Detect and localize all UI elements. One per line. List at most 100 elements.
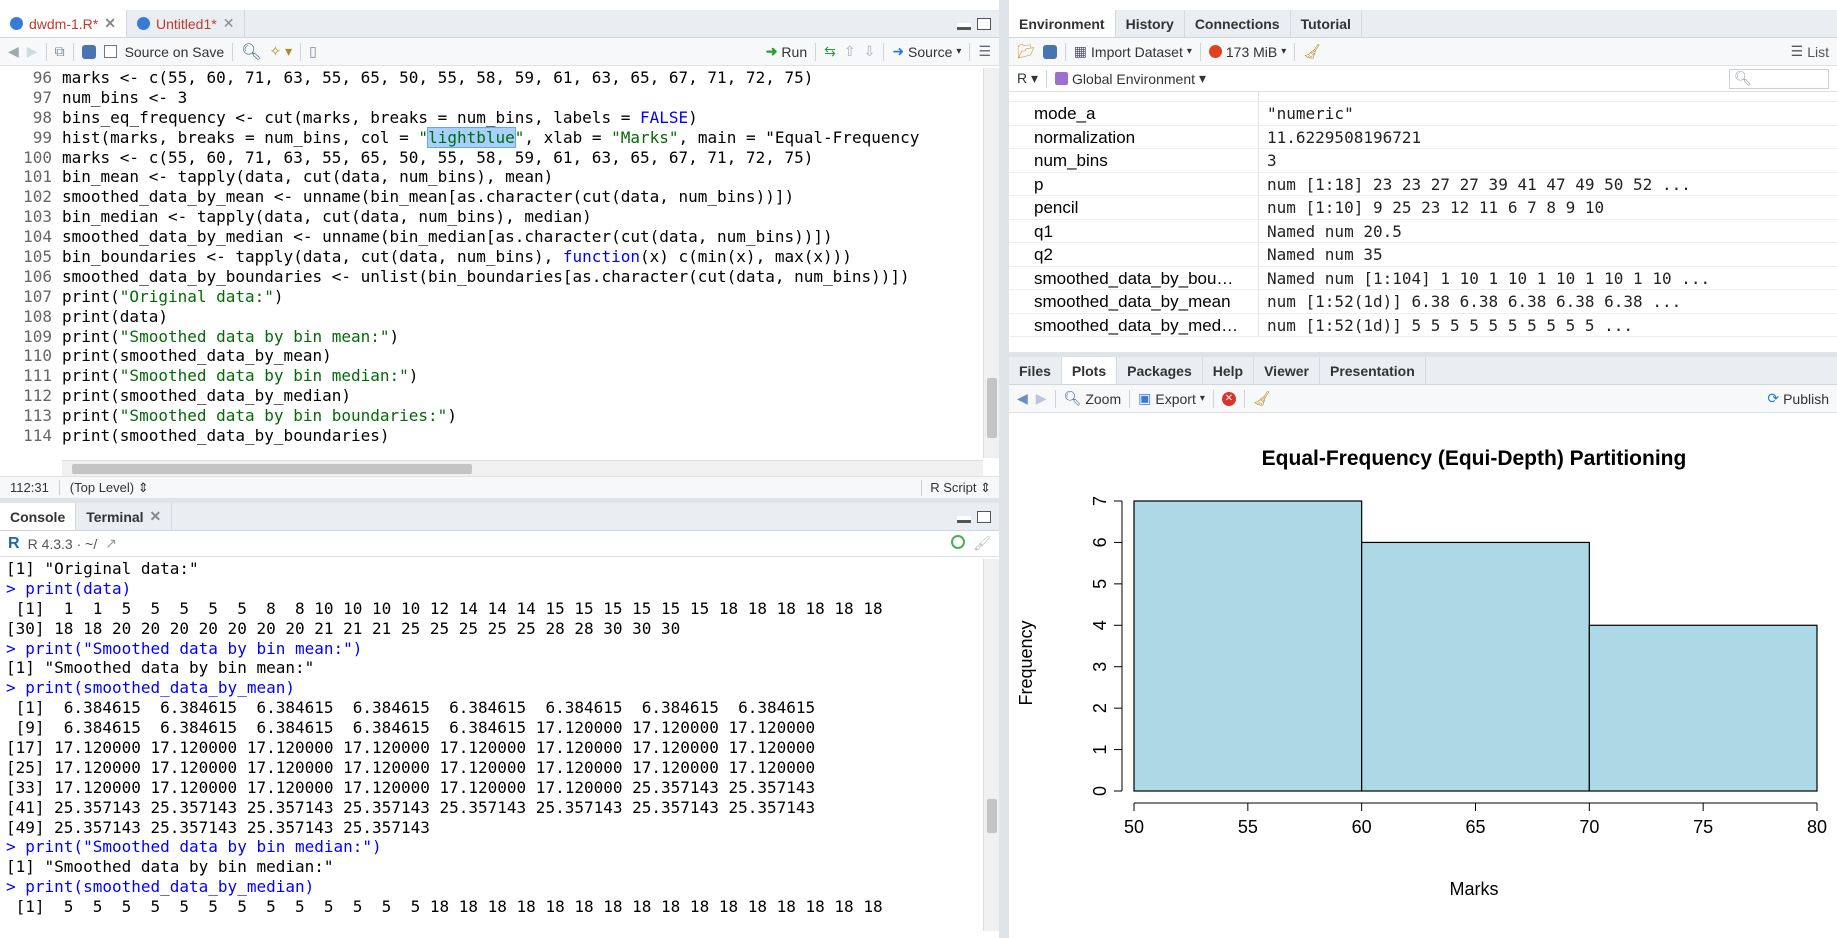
- goto-directory-icon[interactable]: ↗: [105, 535, 117, 551]
- code-line[interactable]: 109 print("Smoothed data by bin mean:"): [0, 327, 985, 347]
- code-line[interactable]: 103 bin_median <- tapply(data, cut(data, …: [0, 207, 985, 227]
- broom-icon[interactable]: 🧹︎: [1303, 43, 1322, 59]
- magic-wand-icon[interactable]: ✧ ▾: [269, 43, 293, 59]
- save-icon[interactable]: [1042, 44, 1057, 59]
- console-vscrollbar[interactable]: [983, 559, 999, 931]
- previous-plot-icon[interactable]: ◀: [1017, 390, 1028, 406]
- view-mode-button[interactable]: ☰ List: [1791, 43, 1829, 60]
- code-line[interactable]: 106 smoothed_data_by_boundaries <- unlist…: [0, 267, 985, 287]
- env-row[interactable]: smoothed_data_by_med… num [1:52(1d)] 5 5 …: [1009, 313, 1837, 337]
- close-icon[interactable]: ✕: [222, 15, 235, 31]
- env-row[interactable]: pencil num [1:10] 9 25 23 12 11 6 7 8 9 1…: [1009, 196, 1837, 220]
- code-line[interactable]: 113 print("Smoothed data by bin boundarie…: [0, 406, 985, 426]
- tab-console[interactable]: Console: [0, 503, 77, 530]
- tab-plots[interactable]: Plots: [1061, 357, 1118, 384]
- source-button[interactable]: ➜ Source ▾: [892, 43, 961, 60]
- remove-plot-icon[interactable]: ✕: [1221, 391, 1236, 406]
- env-row[interactable]: normalization 11.6229508196721: [1009, 125, 1837, 149]
- chevron-down-icon: ▾: [956, 46, 962, 57]
- tab-history[interactable]: History: [1116, 10, 1185, 37]
- code-line[interactable]: 98 bins_eq_frequency <- cut(marks, breaks…: [0, 108, 985, 128]
- import-dataset-button[interactable]: ▦ Import Dataset ▾: [1074, 43, 1192, 60]
- tab-viewer[interactable]: Viewer: [1254, 357, 1320, 384]
- maximize-icon[interactable]: [977, 17, 991, 30]
- tab-help[interactable]: Help: [1203, 357, 1255, 384]
- code-line[interactable]: 112 print(smoothed_data_by_median): [0, 386, 985, 406]
- code-line[interactable]: 102 smoothed_data_by_mean <- unname(bin_m…: [0, 187, 985, 207]
- pane-splitter-right[interactable]: [1009, 352, 1837, 357]
- tab-packages[interactable]: Packages: [1117, 357, 1203, 384]
- tab-presentation[interactable]: Presentation: [1320, 357, 1426, 384]
- show-in-window-icon[interactable]: ⧉: [54, 43, 65, 59]
- source-on-save-checkbox[interactable]: [103, 45, 117, 58]
- back-arrow-icon[interactable]: ◀: [8, 43, 19, 59]
- env-row[interactable]: num_bins 3: [1009, 149, 1837, 173]
- code-line[interactable]: 105 bin_boundaries <- tapply(data, cut(da…: [0, 247, 985, 267]
- console-output-line: [1] "Smoothed data by bin mean:": [6, 658, 315, 678]
- up-arrow-icon[interactable]: ⇧: [843, 43, 856, 59]
- tab-tutorial[interactable]: Tutorial: [1291, 10, 1362, 37]
- code-line[interactable]: 97 num_bins <- 3: [0, 88, 985, 108]
- minimize-icon[interactable]: [957, 23, 971, 30]
- code-line[interactable]: 104 smoothed_data_by_median <- unname(bin…: [0, 227, 985, 247]
- tab-files[interactable]: Files: [1009, 357, 1062, 384]
- tab-untitled[interactable]: Untitled1* ✕: [127, 10, 246, 37]
- code-line[interactable]: 107 print("Original data:"): [0, 287, 985, 307]
- environment-selector[interactable]: Global Environment ▾: [1055, 70, 1206, 87]
- down-arrow-icon[interactable]: ⇩: [863, 43, 876, 59]
- next-plot-icon[interactable]: ▶: [1035, 390, 1047, 406]
- tab-dwdm[interactable]: dwdm-1.R* ✕: [0, 10, 127, 37]
- code-line[interactable]: 101 bin_mean <- tapply(data, cut(data, nu…: [0, 167, 985, 187]
- env-row[interactable]: q2 Named num 35: [1009, 243, 1837, 267]
- broom-icon[interactable]: 🧹︎: [1252, 390, 1271, 406]
- maximize-icon[interactable]: [977, 510, 991, 523]
- code-line[interactable]: 96 marks <- c(55, 60, 71, 63, 55, 65, 50,…: [0, 68, 985, 88]
- env-row[interactable]: p num [1:18] 23 23 27 27 39 41 47 49 50 5…: [1009, 172, 1837, 196]
- env-row[interactable]: smoothed_data_by_mean num [1:52(1d)] 6.38…: [1009, 290, 1837, 314]
- console-output[interactable]: [1] "Original data:" > print(data) [1] 1 …: [0, 559, 985, 925]
- environment-table[interactable]: mode_a "numeric" normalization 11.622950819…: [1009, 92, 1837, 348]
- clear-console-icon[interactable]: 🖌︎: [973, 535, 991, 551]
- zoom-button[interactable]: 🔍︎ Zoom: [1064, 390, 1122, 407]
- filetype-selector[interactable]: R Script ⇕: [921, 479, 999, 496]
- code-line[interactable]: 114 print(smoothed_data_by_boundaries): [0, 426, 985, 446]
- close-icon[interactable]: ✕: [104, 15, 116, 31]
- pane-splitter-vertical[interactable]: [999, 0, 1009, 938]
- scope-selector[interactable]: (Top Level) ⇕: [69, 479, 149, 495]
- publish-button[interactable]: ⟳ Publish: [1767, 390, 1829, 407]
- outline-icon[interactable]: ☰: [978, 43, 991, 59]
- rerun-icon[interactable]: ⇆: [824, 43, 836, 59]
- env-row[interactable]: mode_a "numeric": [1009, 102, 1837, 126]
- run-button[interactable]: ➜ Run: [766, 43, 807, 60]
- code-line[interactable]: 111 print("Smoothed data by bin median:"): [0, 366, 985, 386]
- code-line[interactable]: 108 print(data): [0, 307, 985, 327]
- minimize-icon[interactable]: [957, 516, 971, 523]
- close-icon[interactable]: ✕: [149, 508, 162, 524]
- background-jobs-icon[interactable]: [951, 535, 966, 552]
- env-row[interactable]: smoothed_data_by_bou… Named num [1:104] 1…: [1009, 266, 1837, 290]
- compile-report-icon[interactable]: ▯: [309, 43, 317, 59]
- editor-hscrollbar[interactable]: [62, 460, 983, 476]
- tab-terminal[interactable]: Terminal ✕: [76, 503, 173, 530]
- tab-environment[interactable]: Environment: [1009, 10, 1116, 37]
- open-folder-icon[interactable]: 📂︎: [1017, 43, 1035, 59]
- tab-label: Console: [10, 508, 66, 525]
- y-tick-label: 4: [1090, 620, 1110, 630]
- tab-connections[interactable]: Connections: [1185, 10, 1291, 37]
- language-selector[interactable]: R ▾: [1017, 70, 1039, 86]
- pane-splitter-left[interactable]: [0, 498, 999, 503]
- code-text: print("Smoothed data by bin median:"): [62, 366, 419, 386]
- memory-usage-button[interactable]: 173 MiB ▾: [1208, 44, 1286, 60]
- search-icon[interactable]: 🔍︎: [241, 43, 262, 61]
- save-icon[interactable]: [81, 44, 96, 59]
- forward-arrow-icon[interactable]: ▶: [26, 43, 38, 59]
- code-line[interactable]: 100 marks <- c(55, 60, 71, 63, 55, 65, 50…: [0, 148, 985, 168]
- export-button[interactable]: ▣ Export ▾: [1138, 390, 1205, 407]
- console-output-line: [25] 17.120000 17.120000 17.120000 17.12…: [6, 757, 816, 777]
- env-row[interactable]: q1 Named num 20.5: [1009, 219, 1837, 243]
- environment-search-input[interactable]: 🔍︎: [1729, 68, 1829, 89]
- code-line[interactable]: 110 print(smoothed_data_by_mean): [0, 346, 985, 366]
- code-editor[interactable]: 96 marks <- c(55, 60, 71, 63, 55, 65, 50,…: [0, 68, 985, 448]
- code-line[interactable]: 99 hist(marks, breaks = num_bins, col = "…: [0, 126, 985, 148]
- editor-vscrollbar[interactable]: [983, 68, 999, 458]
